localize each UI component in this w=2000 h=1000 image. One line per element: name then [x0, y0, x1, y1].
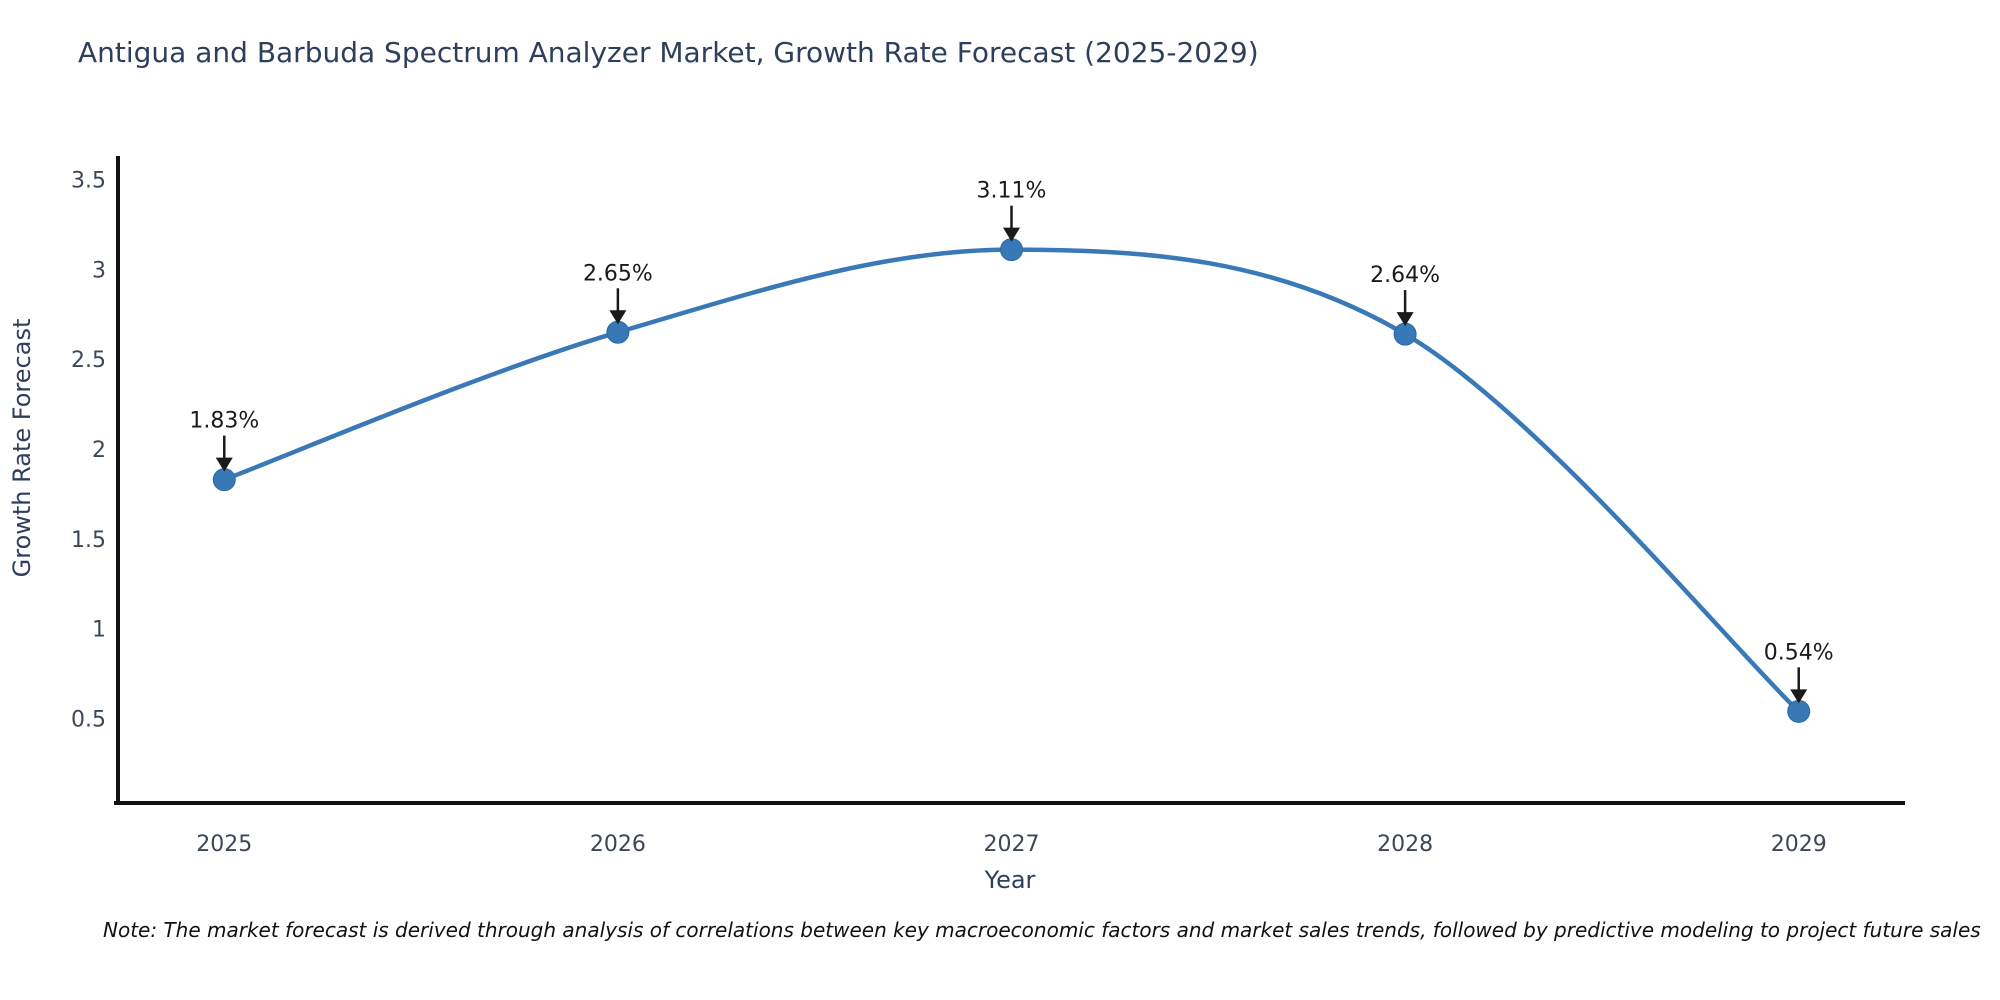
- x-axis-tick-labels: 2025 2026 2027 2028 2029: [196, 832, 1826, 857]
- annotation-label: 0.54%: [1764, 640, 1834, 665]
- y-tick-label: 1: [92, 618, 106, 643]
- data-point-markers: [212, 238, 1811, 723]
- annotation-arrowhead: [1003, 227, 1020, 242]
- y-tick-label: 1.5: [71, 528, 106, 553]
- y-axis-title: Growth Rate Forecast: [8, 319, 36, 578]
- y-axis-tick-labels: 0.5 1 1.5 2 2.5 3 3.5: [71, 169, 106, 733]
- annotation-arrowhead: [609, 310, 627, 325]
- annotation-label: 3.11%: [977, 179, 1047, 204]
- data-point-marker: [212, 468, 236, 492]
- x-tick-label: 2027: [984, 832, 1040, 857]
- data-point-annotations: 1.83% 2.65% 3.11% 2.64% 0.54%: [189, 179, 1834, 704]
- data-point-marker: [606, 320, 630, 344]
- x-tick-label: 2028: [1377, 832, 1433, 857]
- y-tick-label: 3: [92, 258, 106, 283]
- axes: [114, 156, 1905, 805]
- x-tick-label: 2029: [1771, 832, 1827, 857]
- data-point-marker: [1787, 699, 1811, 723]
- x-tick-label: 2026: [590, 832, 646, 857]
- data-point-marker: [1393, 322, 1417, 346]
- series-line: [222, 247, 1801, 714]
- data-point-marker: [1000, 238, 1023, 262]
- chart-title: Antigua and Barbuda Spectrum Analyzer Ma…: [78, 36, 1259, 69]
- series-growth-rate: [212, 238, 1811, 723]
- y-tick-label: 2.5: [71, 348, 106, 373]
- y-tick-label: 3.5: [71, 169, 106, 194]
- annotation-label: 2.64%: [1370, 263, 1440, 288]
- annotation-label: 1.83%: [189, 409, 259, 434]
- annotation-arrowhead: [215, 457, 233, 472]
- annotation-label: 2.65%: [583, 261, 653, 286]
- annotation-arrowhead: [1396, 312, 1414, 327]
- y-tick-label: 0.5: [71, 708, 106, 733]
- annotation-arrowhead: [1790, 689, 1808, 704]
- x-axis-title: Year: [984, 866, 1036, 894]
- footnote: Note: The market forecast is derived thr…: [103, 918, 1981, 942]
- x-tick-label: 2025: [196, 832, 252, 857]
- y-tick-label: 2: [92, 438, 106, 463]
